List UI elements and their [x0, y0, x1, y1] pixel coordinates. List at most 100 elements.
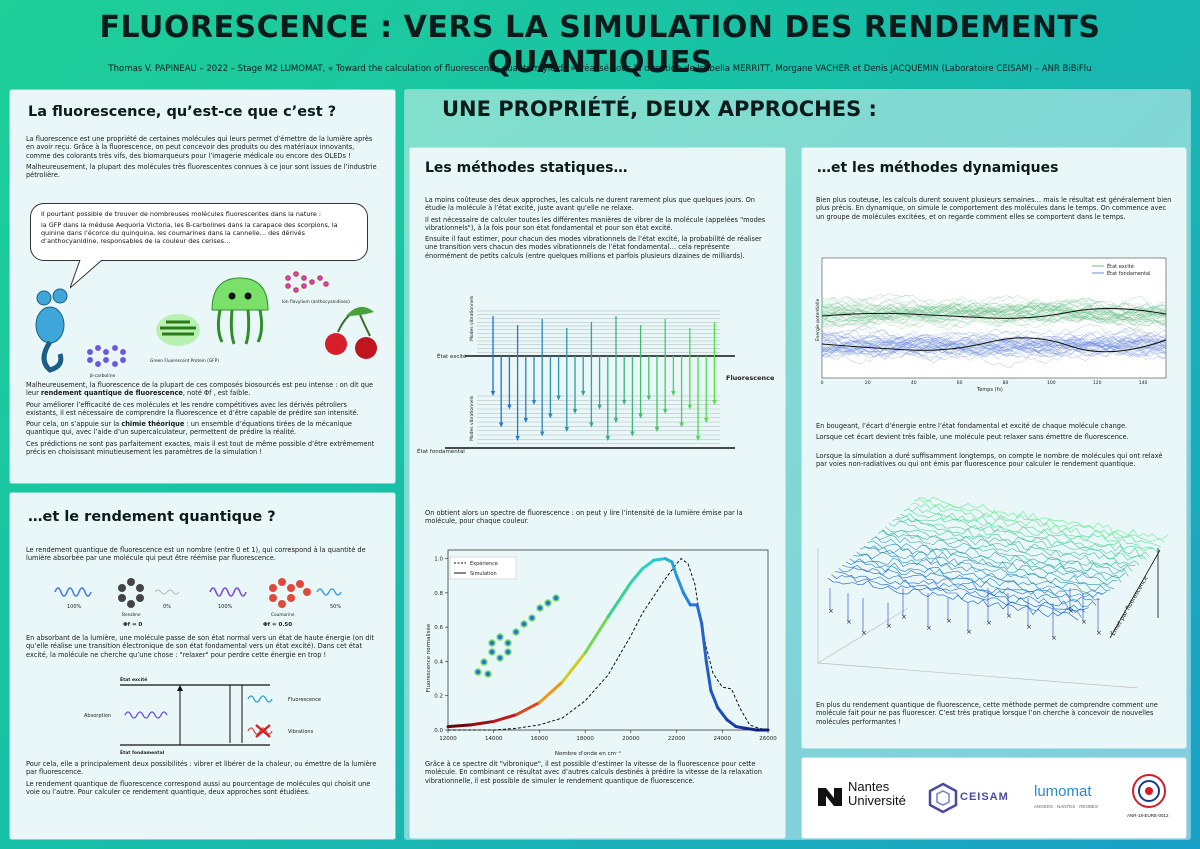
jablonski-diagram: État excité État fondamental Absorption …	[84, 675, 321, 756]
scorpion-icon	[35, 288, 68, 373]
legend-simulation: Simulation	[470, 571, 497, 577]
transition-arrowhead	[630, 431, 635, 437]
label-flavylium: Ion flavylium (anthocyanidines)	[282, 299, 350, 305]
ceisam-logo-text: CEISAM	[960, 791, 1009, 803]
transition-arrowhead	[704, 418, 709, 423]
spectrum-frame	[447, 549, 769, 731]
lumomat-subtitle: ANGERS · NANTES · RENNES	[1034, 804, 1099, 809]
series-simulation-segment	[560, 651, 587, 684]
diag-vibrations: Vibrations	[288, 729, 314, 735]
diag-modes-vib-bottom: Modes vibrationnels	[469, 395, 475, 441]
surface-line	[892, 518, 1143, 561]
diag-etat-fondamental-static: État fondamental	[417, 447, 465, 455]
emet-fluorescence-label: Émet par fluorescence	[1109, 574, 1150, 637]
surface-line	[889, 520, 1140, 566]
transition-arrowhead	[613, 418, 619, 423]
diag-etat-excite: État excité	[120, 675, 147, 683]
legend: Expérience Simulation	[449, 556, 517, 580]
wave-in-2	[209, 587, 247, 597]
transition-arrowhead	[523, 418, 528, 423]
ground-average-line	[821, 337, 1167, 353]
y-tick-label: 1.0	[434, 557, 443, 563]
dynamique-paragraph-5: En plus du rendement quantique de fluore…	[816, 701, 1158, 726]
diag-modes-vib-top: Modes vibrationnels	[469, 296, 475, 341]
x-tick-label: 60	[957, 380, 963, 386]
trajectories-chart: État excité État fondamental 0 20 40 60 80 10…	[813, 257, 1167, 393]
surface-line	[856, 552, 1107, 595]
x-tick-label: 0	[821, 380, 824, 386]
relaxation-marker: ×	[1006, 612, 1012, 620]
surface-line	[881, 529, 1133, 573]
y-tick-label: 0.6	[434, 625, 443, 631]
statique-paragraph-1: La moins coûteuse des deux approches, le…	[425, 196, 755, 213]
trajectory-line	[821, 329, 1167, 365]
x-tick-label: 140	[1139, 380, 1148, 386]
pct-100-b: 100%	[218, 604, 233, 610]
panel-statique: Les méthodes statiques… La moins coûteus…	[410, 148, 785, 838]
transition-arrowhead	[564, 427, 569, 432]
fluo-paragraph-2: Malheureusement, la plupart des molécule…	[26, 162, 377, 180]
relaxation-marker: ×	[1081, 618, 1087, 626]
series-simulation-segment	[695, 603, 704, 626]
surface-line	[860, 546, 1111, 591]
pct-50: 50%	[330, 604, 341, 610]
trajectory-line	[821, 336, 1167, 360]
surface-line	[874, 535, 1126, 578]
surface-line	[910, 502, 1161, 548]
series-simulation-segment	[725, 718, 738, 729]
panel-rendement-title: …et le rendement quantique ?	[28, 509, 276, 525]
rendement-paragraph-1: Le rendement quantique de fluorescence e…	[26, 546, 366, 563]
transition-arrowhead	[531, 400, 537, 405]
transition-arrowhead	[572, 409, 578, 414]
series-simulation-segment	[629, 567, 644, 585]
surface-line	[917, 496, 1169, 540]
panel-logos: Nantes Université CEISAM lumomat ANGERS …	[802, 758, 1186, 838]
trajectory-line	[821, 301, 1167, 323]
y-tick-label: 0.4	[434, 659, 443, 665]
series-simulation-segment	[743, 726, 759, 732]
label-beta-carboline: β-carboline	[90, 373, 116, 379]
series-simulation-segment	[640, 558, 656, 571]
relaxation-marker: ×	[861, 629, 867, 637]
legend-experience: Expérience	[470, 560, 498, 567]
diag-absorption: Absorption	[84, 713, 111, 719]
statique-paragraph-5: Grâce à ce spectre dit "vibronique", il …	[425, 760, 762, 785]
series-simulation-segment	[734, 725, 747, 730]
series-simulation-segment	[704, 659, 713, 693]
beta-carboline-molecule-icon	[87, 345, 126, 367]
y-tick-label: 0.0	[434, 728, 443, 734]
surface-3d-plot: × × × × × × × × × × × × × × × Émet par fluorescence	[817, 496, 1169, 688]
series-simulation-segment	[716, 706, 729, 722]
poster-subtitle: Thomas V. PAPINEAU – 2022 – Stage M2 LUM…	[108, 64, 1092, 74]
relaxation-marker: ×	[1068, 607, 1074, 615]
cross-icon	[255, 724, 271, 738]
flavylium-molecule-icon	[285, 271, 329, 293]
transition-arrowhead	[507, 404, 512, 410]
pct-100-a: 100%	[67, 604, 82, 610]
x-tick-label: 100	[1047, 380, 1056, 386]
x-tick-label: 24000	[714, 736, 732, 742]
transition-arrowhead	[490, 391, 496, 396]
surface-line	[903, 508, 1154, 552]
dynamique-paragraph-4: Lorsque la simulation a duré suffisammen…	[816, 452, 1163, 469]
transition-arrowhead	[589, 422, 594, 428]
lumomat-logo-text: lumomat	[1034, 783, 1092, 800]
trajectory-line	[821, 299, 1167, 326]
surface-line	[896, 515, 1147, 560]
panel-dynamique-title: …et les méthodes dynamiques	[817, 160, 1059, 176]
spectrum-xlabel: Nombre d'onde en cm⁻¹	[555, 750, 621, 757]
trajectory-line	[821, 338, 1167, 361]
traj-legend: État excité État fondamental	[1092, 262, 1151, 277]
surface-line	[827, 577, 1079, 621]
transition-arrowhead	[654, 427, 660, 432]
series-simulation-segment	[700, 622, 708, 663]
traj-xlabel: Temps (fs)	[976, 387, 1003, 393]
trajectory-line	[821, 336, 1167, 359]
x-tick-label: 26000	[759, 736, 777, 742]
relaxation-marker: ×	[886, 622, 892, 630]
molecule-glow-icon	[474, 594, 560, 678]
surface-line	[871, 536, 1122, 583]
wave-out-1	[154, 589, 180, 595]
statique-paragraph-2: Il est nécessaire de calculer toutes les…	[425, 215, 766, 232]
trajectory-line	[821, 303, 1167, 328]
